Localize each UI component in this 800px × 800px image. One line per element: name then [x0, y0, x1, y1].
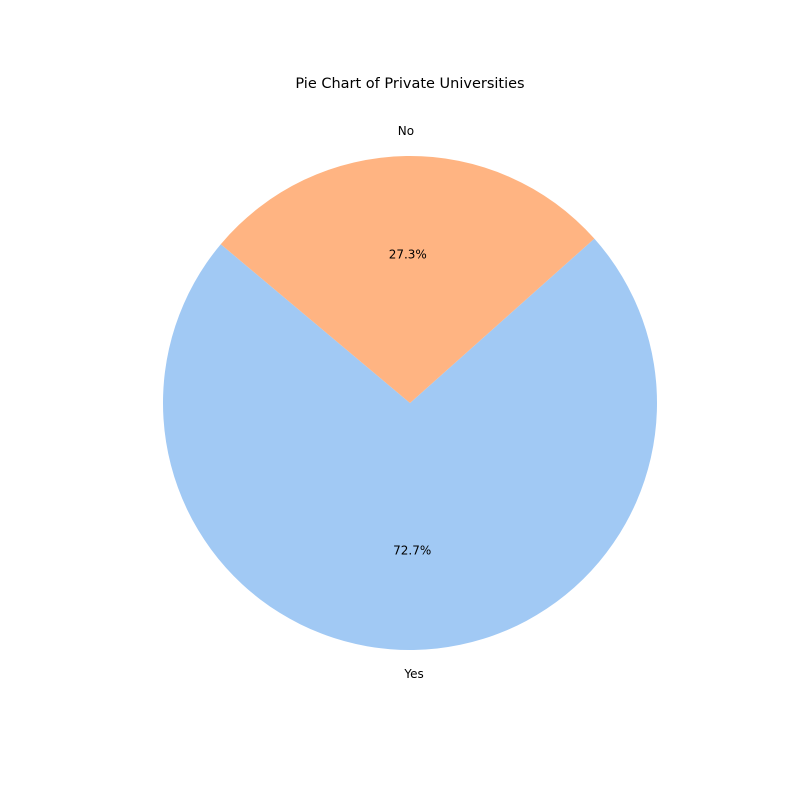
pie-labels: Yes 72.7% No 27.3%	[389, 124, 432, 681]
pie-slice-no	[220, 155, 595, 403]
slice-label-yes: Yes	[403, 667, 423, 681]
percent-label-yes: 72.7%	[393, 544, 431, 558]
chart-title: Pie Chart of Private Universities	[295, 76, 524, 92]
slice-label-no: No	[398, 124, 414, 138]
pie-slices	[162, 155, 658, 650]
pie-slice-yes	[162, 238, 658, 650]
percent-label-no: 27.3%	[389, 247, 427, 261]
